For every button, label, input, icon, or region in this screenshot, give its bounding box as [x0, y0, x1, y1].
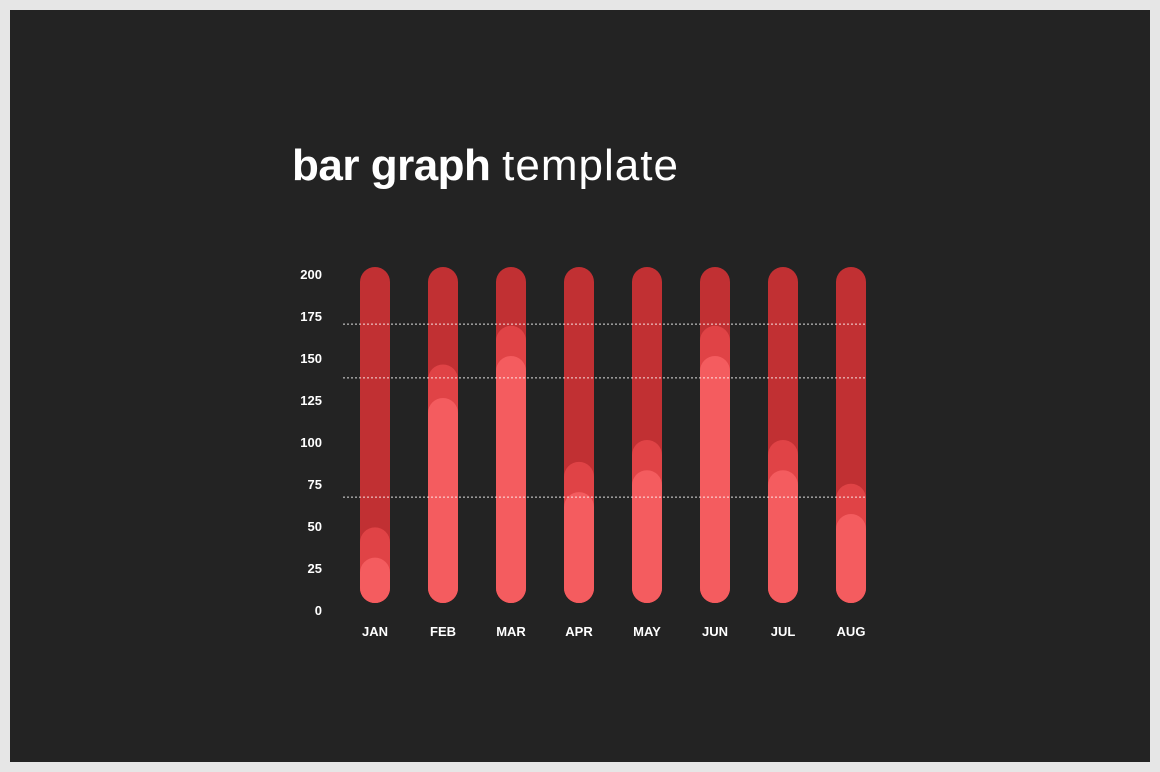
y-tick-label: 50: [308, 519, 322, 534]
chart-title: bar graph template: [292, 138, 679, 194]
y-tick-label: 0: [315, 603, 322, 618]
bar-group: [360, 267, 866, 603]
y-tick-label: 75: [308, 477, 322, 492]
x-category-label: MAY: [633, 624, 661, 639]
y-axis-tick-labels: 200 175 150 125 100 75 50 25 0: [300, 267, 322, 618]
bar-front-feb: [428, 398, 458, 603]
y-tick-label: 175: [300, 309, 322, 324]
x-category-label: APR: [565, 624, 593, 639]
bar-track-jan: [360, 267, 390, 603]
chart-title-bold: bar graph: [292, 141, 491, 190]
bar-chart: 200 175 150 125 100 75 50 25 0 JAN FEB MAR APR MAY JU…: [300, 267, 866, 639]
y-tick-label: 150: [300, 351, 322, 366]
x-category-label: JUL: [771, 624, 796, 639]
y-tick-label: 25: [308, 561, 322, 576]
y-tick-label: 200: [300, 267, 322, 282]
y-tick-label: 100: [300, 435, 322, 450]
bar-front-aug: [836, 513, 866, 603]
x-category-label: MAR: [496, 624, 526, 639]
x-axis-category-labels: JAN FEB MAR APR MAY JUN JUL AUG: [362, 624, 865, 639]
bar-front-mar: [496, 356, 526, 603]
x-category-label: AUG: [837, 624, 866, 639]
bar-front-apr: [564, 492, 594, 603]
chart-title-light: template: [502, 141, 679, 190]
x-category-label: JUN: [702, 624, 728, 639]
reference-lines: [343, 323, 865, 498]
bar-front-jul: [768, 470, 798, 603]
chart-background: bar graph template 200 175 150 125 100 75 50 25…: [10, 10, 1150, 762]
x-category-label: JAN: [362, 624, 388, 639]
x-category-label: FEB: [430, 624, 456, 639]
bar-front-jan: [360, 557, 390, 603]
bar-front-may: [632, 470, 662, 603]
y-tick-label: 125: [300, 393, 322, 408]
bar-front-jun: [700, 356, 730, 603]
